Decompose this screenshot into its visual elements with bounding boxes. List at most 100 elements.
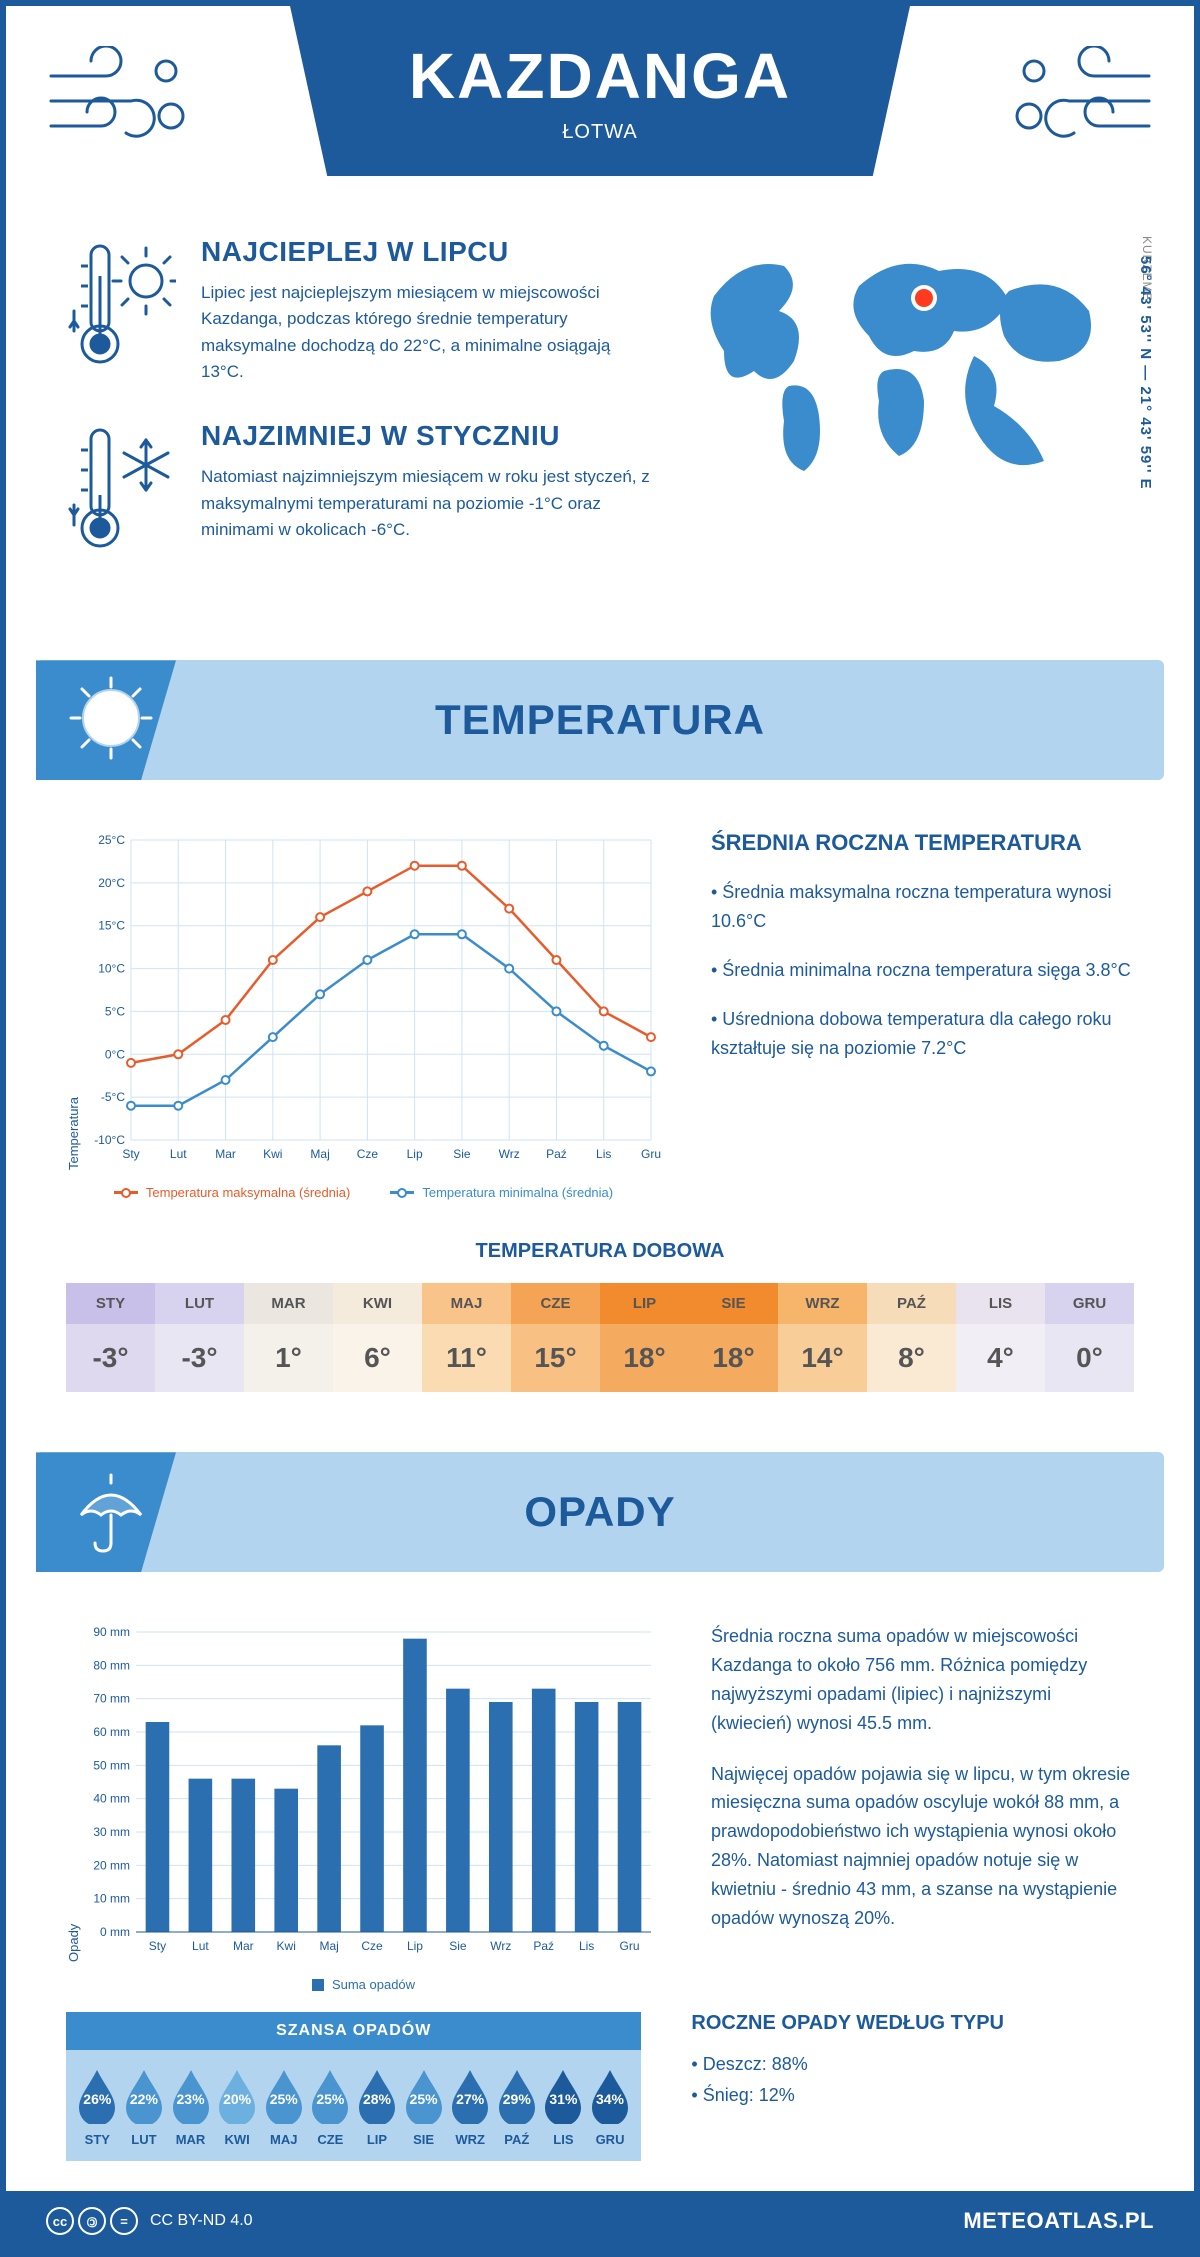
temp-cell: SIE 18° xyxy=(689,1283,778,1392)
precip-info: Średnia roczna suma opadów w miejscowośc… xyxy=(711,1622,1134,1992)
raindrop-icon: 23% xyxy=(169,2068,213,2124)
coords-label: 56° 43' 53'' N — 21° 43' 59'' E xyxy=(1137,256,1154,490)
svg-text:Maj: Maj xyxy=(310,1147,329,1161)
svg-text:Lip: Lip xyxy=(407,1147,423,1161)
legend-precip: Suma opadów xyxy=(332,1977,415,1992)
temp-cell: LIS 4° xyxy=(956,1283,1045,1392)
temp-cell: GRU 0° xyxy=(1045,1283,1134,1392)
title-banner: KAZDANGA ŁOTWA xyxy=(290,6,910,176)
temp-cell: KWI 6° xyxy=(333,1283,422,1392)
cc-badge-icon: cc🄯= xyxy=(46,2207,138,2235)
raindrop-icon: 31% xyxy=(541,2068,585,2124)
temp-cell: LUT -3° xyxy=(155,1283,244,1392)
svg-text:20°C: 20°C xyxy=(98,876,125,890)
svg-text:-10°C: -10°C xyxy=(94,1133,125,1147)
svg-text:Cze: Cze xyxy=(357,1147,379,1161)
info-row: NAJCIEPLEJ W LIPCU Lipiec jest najcieple… xyxy=(6,206,1194,640)
temp-bullet: • Średnia minimalna roczna temperatura s… xyxy=(711,956,1134,985)
svg-text:Maj: Maj xyxy=(319,1939,338,1953)
precip-ylabel: Opady xyxy=(66,1622,81,1962)
chance-cell: 23% MAR xyxy=(167,2068,214,2147)
svg-text:Kwi: Kwi xyxy=(277,1939,296,1953)
svg-text:90 mm: 90 mm xyxy=(93,1625,130,1639)
svg-text:0 mm: 0 mm xyxy=(100,1925,130,1939)
temp-area: Temperatura -10°C-5°C0°C5°C10°C15°C20°C2… xyxy=(6,800,1194,1230)
svg-text:Lip: Lip xyxy=(407,1939,423,1953)
chance-cell: 28% LIP xyxy=(354,2068,401,2147)
raindrop-icon: 20% xyxy=(215,2068,259,2124)
precip-snow: • Śnieg: 12% xyxy=(691,2080,1134,2111)
temp-info-title: ŚREDNIA ROCZNA TEMPERATURA xyxy=(711,830,1134,856)
svg-text:5°C: 5°C xyxy=(105,1005,125,1019)
infographic-container: { "header": { "city": "KAZDANGA", "count… xyxy=(0,0,1200,2257)
map-area: KURZEME 56° 43' 53'' N — 21° 43' 59'' E xyxy=(694,236,1134,600)
svg-text:Kwi: Kwi xyxy=(263,1147,282,1161)
daily-temp-title: TEMPERATURA DOBOWA xyxy=(66,1240,1134,1263)
raindrop-icon: 27% xyxy=(448,2068,492,2124)
svg-text:Lut: Lut xyxy=(192,1939,209,1953)
svg-text:Paź: Paź xyxy=(533,1939,554,1953)
svg-text:Cze: Cze xyxy=(361,1939,383,1953)
svg-text:Lis: Lis xyxy=(596,1147,611,1161)
hottest-text: Lipiec jest najcieplejszym miesiącem w m… xyxy=(201,280,654,385)
raindrop-icon: 25% xyxy=(308,2068,352,2124)
chance-cell: 22% LUT xyxy=(121,2068,168,2147)
temp-cell: STY -3° xyxy=(66,1283,155,1392)
chance-cell: 25% MAJ xyxy=(260,2068,307,2147)
city-title: KAZDANGA xyxy=(409,39,791,113)
svg-text:Paź: Paź xyxy=(546,1147,567,1161)
svg-text:15°C: 15°C xyxy=(98,919,125,933)
chance-cell: 20% KWI xyxy=(214,2068,261,2147)
temp-legend: Temperatura maksymalna (średnia) Tempera… xyxy=(66,1185,661,1200)
chance-panel: SZANSA OPADÓW 26% STY 22% LUT 23% MAR 20… xyxy=(66,2012,641,2161)
svg-text:0°C: 0°C xyxy=(105,1048,125,1062)
svg-text:Wrz: Wrz xyxy=(490,1939,511,1953)
temp-bullet: • Uśredniona dobowa temperatura dla całe… xyxy=(711,1005,1134,1063)
site-name: METEOATLAS.PL xyxy=(963,2208,1154,2234)
temp-cell: WRZ 14° xyxy=(778,1283,867,1392)
svg-text:10°C: 10°C xyxy=(98,962,125,976)
precip-type: ROCZNE OPADY WEDŁUG TYPU • Deszcz: 88% •… xyxy=(691,2012,1134,2161)
svg-text:70 mm: 70 mm xyxy=(93,1692,130,1706)
chance-cell: 25% CZE xyxy=(307,2068,354,2147)
temp-cell: LIP 18° xyxy=(600,1283,689,1392)
thermometer-cold-icon xyxy=(66,420,176,565)
temp-table: STY -3° LUT -3° MAR 1° KWI 6° MAJ 11° CZ… xyxy=(66,1283,1134,1392)
temp-section-title: TEMPERATURA xyxy=(435,696,765,744)
chance-row: 26% STY 22% LUT 23% MAR 20% KWI xyxy=(66,2050,641,2161)
svg-text:Gru: Gru xyxy=(620,1939,640,1953)
precip-chart: Opady 0 mm10 mm20 mm30 mm40 mm50 mm60 mm… xyxy=(66,1622,661,1992)
svg-text:Gru: Gru xyxy=(641,1147,661,1161)
temp-info: ŚREDNIA ROCZNA TEMPERATURA • Średnia mak… xyxy=(711,830,1134,1200)
raindrop-icon: 25% xyxy=(402,2068,446,2124)
footer-left: cc🄯= CC BY-ND 4.0 xyxy=(46,2207,253,2235)
sun-icon xyxy=(66,673,156,768)
chance-cell: 34% GRU xyxy=(587,2068,634,2147)
svg-text:-5°C: -5°C xyxy=(101,1091,125,1105)
temp-chart: Temperatura -10°C-5°C0°C5°C10°C15°C20°C2… xyxy=(66,830,661,1200)
svg-text:Sty: Sty xyxy=(122,1147,139,1161)
precip-p1: Średnia roczna suma opadów w miejscowośc… xyxy=(711,1622,1134,1737)
svg-text:Wrz: Wrz xyxy=(499,1147,520,1161)
raindrop-icon: 28% xyxy=(355,2068,399,2124)
temp-cell: MAR 1° xyxy=(244,1283,333,1392)
license-text: CC BY-ND 4.0 xyxy=(150,2212,253,2230)
temp-ylabel: Temperatura xyxy=(66,830,81,1170)
raindrop-icon: 29% xyxy=(495,2068,539,2124)
precip-legend: Suma opadów xyxy=(66,1977,661,1992)
precip-section-title: OPADY xyxy=(524,1488,675,1536)
svg-text:Sie: Sie xyxy=(449,1939,467,1953)
precip-rain: • Deszcz: 88% xyxy=(691,2049,1134,2080)
svg-text:Lis: Lis xyxy=(579,1939,594,1953)
svg-text:Mar: Mar xyxy=(215,1147,236,1161)
raindrop-icon: 25% xyxy=(262,2068,306,2124)
temp-section-banner: TEMPERATURA xyxy=(36,660,1164,780)
temp-bullet: • Średnia maksymalna roczna temperatura … xyxy=(711,878,1134,936)
precip-area: Opady 0 mm10 mm20 mm30 mm40 mm50 mm60 mm… xyxy=(6,1592,1194,2012)
chance-cell: 25% SIE xyxy=(400,2068,447,2147)
legend-max: Temperatura maksymalna (średnia) xyxy=(146,1185,350,1200)
hottest-title: NAJCIEPLEJ W LIPCU xyxy=(201,236,654,268)
coldest-text: Natomiast najzimniejszym miesiącem w rok… xyxy=(201,464,654,543)
raindrop-icon: 34% xyxy=(588,2068,632,2124)
temp-cell: CZE 15° xyxy=(511,1283,600,1392)
